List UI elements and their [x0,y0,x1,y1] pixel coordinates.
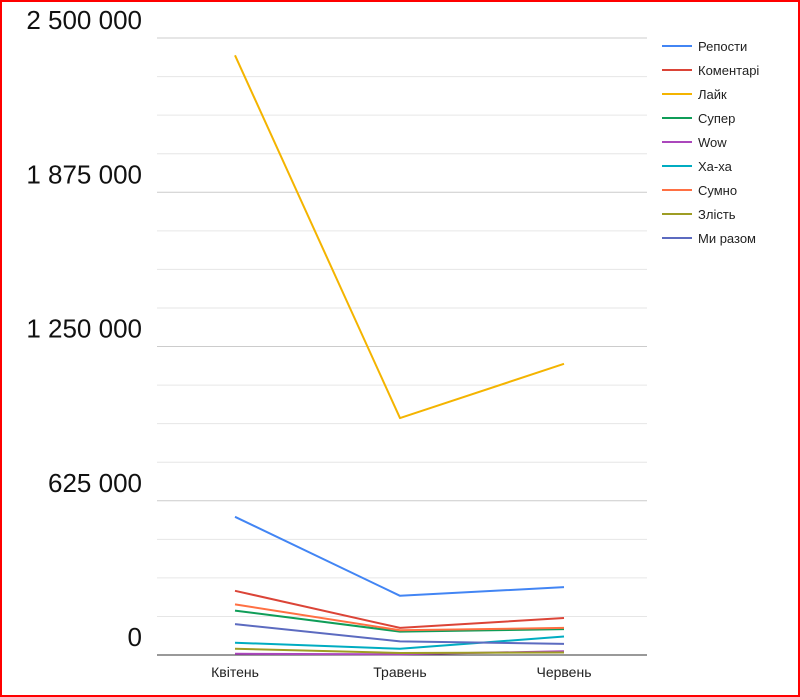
legend-label: Коментарі [698,63,759,78]
legend-label: Wow [698,135,727,150]
series-line-Злість [234,647,565,654]
legend-label: Супер [698,111,735,126]
y-tick-label: 625 000 [48,468,142,498]
legend-label: Ми разом [698,231,756,246]
series-lines [234,54,565,656]
legend-label: Сумно [698,183,737,198]
legend-entry: Лайк [662,87,727,102]
y-tick-label: 0 [128,622,142,652]
series-line-Репости [234,515,565,597]
x-axis-tick-labels: Квітень Травень Червень [211,664,591,680]
legend-label: Злість [698,207,736,222]
legend-entry: Wow [662,135,727,150]
x-tick-label: Квітень [211,664,259,680]
x-tick-label: Травень [373,664,426,680]
series-line-Супер [234,609,565,633]
legend-label: Ха-ха [698,159,733,174]
series-line-Коментарі [234,589,565,629]
y-tick-label: 1 250 000 [26,314,142,344]
series-line-Сумно [234,603,565,632]
y-tick-label: 1 875 000 [26,159,142,189]
legend-entry: Злість [662,207,736,222]
legend: Репости Коментарі Лайк Супер Wow Ха-ха Сумно Зл… [662,39,759,246]
y-axis-tick-labels: 0 625 000 1 250 000 1 875 000 2 500 000 [26,5,142,652]
legend-entry: Ми разом [662,231,756,246]
legend-entry: Ха-ха [662,159,733,174]
y-tick-label: 2 500 000 [26,5,142,35]
series-line-Ха-ха [234,635,565,650]
legend-entry: Коментарі [662,63,759,78]
series-line-Лайк [234,54,565,420]
series-line-Ми разом [234,623,565,645]
legend-entry: Сумно [662,183,737,198]
legend-entry: Репости [662,39,747,54]
gridlines [157,37,647,617]
legend-label: Лайк [698,87,727,102]
legend-entry: Супер [662,111,735,126]
x-tick-label: Червень [537,664,592,680]
legend-label: Репости [698,39,747,54]
